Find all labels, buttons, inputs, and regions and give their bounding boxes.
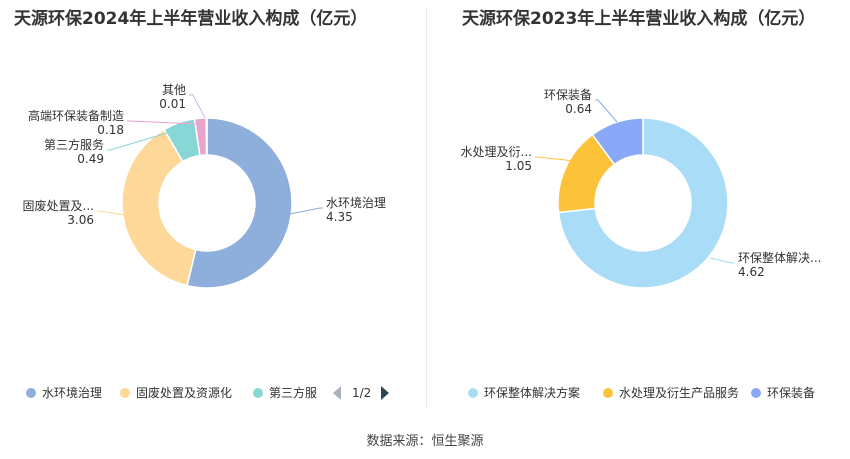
leader-line xyxy=(127,120,199,125)
legend-label: 水环境治理 xyxy=(42,385,102,400)
leader-line xyxy=(535,156,575,162)
slice-value-label: 0.49 xyxy=(77,152,104,166)
legend-item[interactable]: 水处理及衍生产品服务 xyxy=(603,385,739,400)
legend-item[interactable]: 第三方服 xyxy=(253,385,317,400)
pie-slice[interactable] xyxy=(205,117,208,156)
legend-item[interactable]: 水环境治理 xyxy=(26,385,102,400)
donut-chart-2024: 水环境治理4.35固废处置及...3.06第三方服务0.49高端环保装备制造0.… xyxy=(23,83,389,400)
legend-prev-page-icon[interactable] xyxy=(333,386,341,400)
legend-marker xyxy=(751,388,761,398)
legend-label: 水处理及衍生产品服务 xyxy=(619,385,739,400)
legend-item[interactable]: 固废处置及资源化 xyxy=(120,385,232,400)
slice-label: 第三方服务 xyxy=(44,137,104,152)
data-source: 数据来源：恒生聚源 xyxy=(366,434,484,449)
slice-value-label: 4.35 xyxy=(326,210,353,224)
leader-line xyxy=(709,257,735,264)
legend-label: 第三方服 xyxy=(269,385,317,400)
chart-panel-2024: 天源环保2024年上半年营业收入构成（亿元） 水环境治理 4.35 固废处置及...… xyxy=(0,0,426,410)
legend-page-indicator: 1/2 xyxy=(352,386,371,400)
chart-title: 天源环保2023年上半年营业收入构成（亿元） xyxy=(462,9,816,29)
panel-divider xyxy=(426,8,427,408)
pie-slice[interactable] xyxy=(121,128,197,287)
leader-line xyxy=(289,207,323,215)
pie-slice[interactable] xyxy=(591,117,644,166)
legend-item[interactable]: 环保整体解决方案 xyxy=(468,385,580,400)
slice-label: 环保整体解决... xyxy=(738,250,821,265)
donut-chart-2023: 环保整体解决...4.62水处理及衍...1.05环保装备0.64环保整体解决方… xyxy=(461,88,822,400)
legend-marker xyxy=(120,388,130,398)
slice-label: 固废处置及... xyxy=(23,198,94,213)
legend-label: 固废处置及资源化 xyxy=(136,385,232,400)
legend-label: 环保装备 xyxy=(767,386,815,400)
legend-next-page-icon[interactable] xyxy=(381,386,389,400)
leader-line xyxy=(189,94,206,119)
slice-value-label: 4.62 xyxy=(738,265,765,279)
slice-label: 环保装备 xyxy=(544,88,592,102)
slice-value-label: 0.64 xyxy=(565,102,592,116)
chart-title: 天源环保2024年上半年营业收入构成（亿元） xyxy=(14,9,368,29)
slice-value-label: 0.01 xyxy=(159,97,186,111)
leader-line xyxy=(107,127,185,151)
slice-value-label: 1.05 xyxy=(505,159,532,173)
slice-value-label: 3.06 xyxy=(67,213,94,227)
leader-line xyxy=(97,210,125,216)
pie-slice[interactable] xyxy=(186,117,293,289)
slice-label: 水环境治理 xyxy=(326,195,386,210)
legend-item[interactable]: 环保装备 xyxy=(751,386,815,400)
legend-marker xyxy=(253,388,263,398)
slice-label: 高端环保装备制造 xyxy=(28,108,124,123)
pie-slice[interactable] xyxy=(557,117,729,289)
leader-line xyxy=(595,99,618,123)
slice-label: 其他 xyxy=(162,83,186,97)
slice-value-label: 0.18 xyxy=(97,123,124,137)
legend-label: 环保整体解决方案 xyxy=(484,385,580,400)
legend-marker xyxy=(26,388,36,398)
chart-panel-2023: 天源环保2023年上半年营业收入构成（亿元） 环保整体解决... 4.62 水处理及… xyxy=(428,0,850,410)
legend-marker xyxy=(468,388,478,398)
legend-marker xyxy=(603,388,613,398)
slice-label: 水处理及衍... xyxy=(461,145,532,159)
